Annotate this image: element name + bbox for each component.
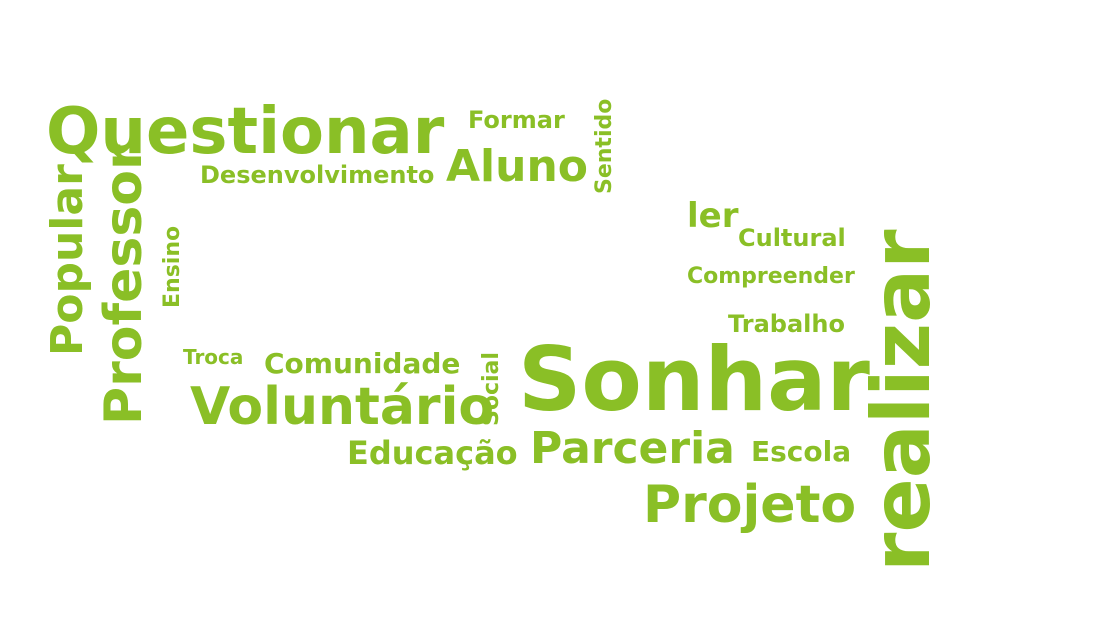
word-aluno: Aluno [446, 141, 589, 192]
word-sonhar: Sonhar [518, 328, 870, 431]
word-professor: Professor [94, 144, 154, 425]
word-troca: Troca [183, 345, 244, 369]
word-formar: Formar [468, 106, 565, 134]
word-projeto: Projeto [643, 475, 857, 535]
word-questionar: Questionar [46, 95, 445, 169]
word-ler: ler [687, 196, 739, 236]
word-parceria: Parceria [530, 423, 735, 474]
word-cultural: Cultural [738, 224, 846, 252]
word-social: Social [479, 352, 504, 426]
word-realizar: realizar [855, 229, 948, 572]
word-popular: Popular [42, 164, 93, 356]
word-escola: Escola [751, 435, 852, 468]
word-comunidade: Comunidade [264, 347, 461, 380]
word-trabalho: Trabalho [728, 310, 845, 338]
word-desenvolvimento: Desenvolvimento [200, 161, 435, 189]
word-compreender: Compreender [687, 264, 855, 289]
word-ensino: Ensino [160, 225, 185, 308]
word-sentido: Sentido [592, 98, 617, 194]
word-voluntario: Voluntário [190, 377, 495, 437]
word-educacao: Educação [347, 434, 518, 472]
